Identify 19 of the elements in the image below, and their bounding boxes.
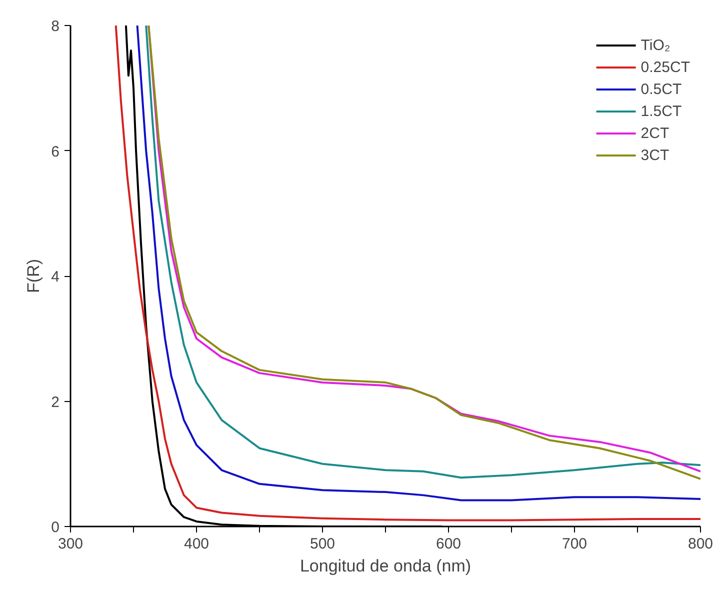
x-tick-label: 400	[184, 536, 210, 552]
y-tick-label: 8	[51, 18, 60, 35]
legend-label: 2CT	[640, 124, 670, 142]
legend-label: 0.25CT	[640, 58, 690, 76]
y-tick-label: 4	[51, 268, 60, 286]
y-tick-label: 2	[51, 394, 60, 411]
legend-label: 1.5CT	[640, 102, 682, 120]
x-tick-label: 600	[436, 536, 462, 552]
x-tick-label: 700	[562, 536, 588, 552]
x-tick-label: 300	[58, 536, 84, 552]
y-tick-label: 6	[51, 143, 60, 160]
legend-label: TiO₂	[640, 36, 670, 54]
legend-label: 0.5CT	[640, 80, 682, 98]
y-axis-title: F(R)	[24, 259, 44, 293]
legend-label: 3CT	[640, 146, 670, 164]
y-tick-label: 0	[51, 519, 60, 536]
x-tick-label: 800	[688, 536, 714, 552]
x-tick-label: 500	[310, 536, 336, 552]
x-axis-title: Longitud de onda (nm)	[300, 556, 472, 576]
